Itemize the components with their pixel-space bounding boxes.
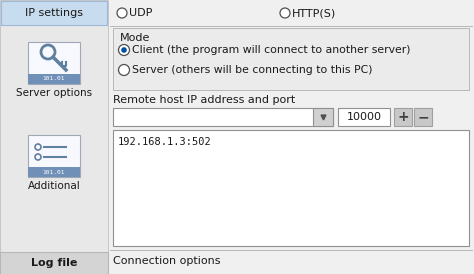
FancyBboxPatch shape <box>414 108 432 126</box>
FancyBboxPatch shape <box>113 108 333 126</box>
Text: +: + <box>397 110 409 124</box>
FancyBboxPatch shape <box>28 74 80 84</box>
Text: Additional: Additional <box>27 181 81 191</box>
Text: Mode: Mode <box>120 33 150 43</box>
FancyBboxPatch shape <box>1 1 107 25</box>
Text: Server (others will be connecting to this PC): Server (others will be connecting to thi… <box>132 65 373 75</box>
FancyBboxPatch shape <box>394 108 412 126</box>
Text: Client (the program will connect to another server): Client (the program will connect to anot… <box>132 45 410 55</box>
Text: Server options: Server options <box>16 88 92 98</box>
Circle shape <box>121 47 127 53</box>
Text: 192.168.1.3:502: 192.168.1.3:502 <box>118 137 212 147</box>
FancyBboxPatch shape <box>313 108 333 126</box>
Circle shape <box>118 64 129 76</box>
Text: Remote host IP address and port: Remote host IP address and port <box>113 95 295 105</box>
FancyBboxPatch shape <box>113 130 469 246</box>
FancyBboxPatch shape <box>28 135 80 177</box>
Text: −: − <box>417 110 429 124</box>
Circle shape <box>118 44 129 56</box>
Text: 101.01: 101.01 <box>43 170 65 175</box>
Text: UDP: UDP <box>129 8 152 18</box>
FancyBboxPatch shape <box>338 108 390 126</box>
Text: 101.01: 101.01 <box>43 76 65 81</box>
FancyBboxPatch shape <box>113 28 469 90</box>
FancyBboxPatch shape <box>0 252 108 274</box>
Text: Log file: Log file <box>31 258 77 268</box>
Circle shape <box>280 8 290 18</box>
Text: HTTP(S): HTTP(S) <box>292 8 336 18</box>
Circle shape <box>117 8 127 18</box>
Text: IP settings: IP settings <box>25 8 83 18</box>
FancyBboxPatch shape <box>28 167 80 177</box>
FancyBboxPatch shape <box>0 0 108 274</box>
Text: 10000: 10000 <box>346 112 382 122</box>
Text: Connection options: Connection options <box>113 256 220 266</box>
FancyBboxPatch shape <box>28 42 80 84</box>
